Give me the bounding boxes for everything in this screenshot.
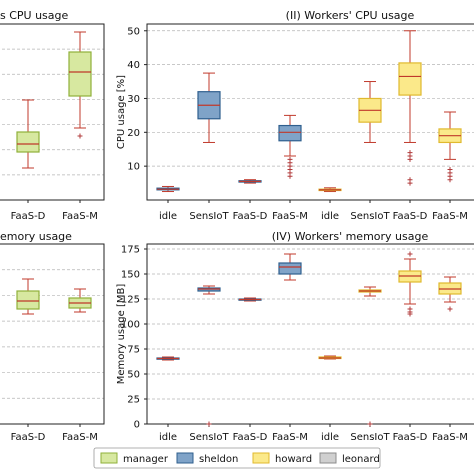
x-tick-label: SensIoT — [350, 432, 390, 443]
plot-frame — [0, 243, 105, 425]
outlier-point — [206, 421, 212, 427]
panel-title: (II) Workers' CPU usage — [286, 9, 415, 22]
legend-label: leonard — [342, 454, 380, 465]
x-tick-label: FaaS-D — [233, 432, 268, 443]
panel-title: (IV) Workers' memory usage — [272, 230, 429, 243]
chart-panel-1: s CPU usage FaaS-D FaaS-M — [0, 9, 105, 222]
outlier-point — [407, 156, 413, 162]
box-body — [16, 290, 40, 310]
box-sheldon-idle — [156, 356, 180, 361]
box-manager-faas-d — [16, 278, 40, 315]
box-manager-faas-m — [68, 288, 92, 313]
y-tick-label: 175 — [121, 245, 140, 256]
y-tick-label: 0 — [134, 420, 140, 431]
x-tick-label: idle — [321, 432, 339, 443]
panel-title: s CPU usage — [0, 9, 69, 22]
x-tick-label: SensIoT — [350, 211, 390, 222]
chart-panel-2: 10 20 30 40 50 CPU usage [%] (II) Workers' CPU… — [116, 9, 474, 222]
legend-item-sheldon: sheldon — [176, 452, 238, 465]
legend-swatch — [319, 452, 337, 464]
box-body — [16, 131, 40, 153]
x-tick-label: SensIoT — [189, 211, 229, 222]
box-body — [398, 62, 422, 96]
box-howard-sensiot — [358, 286, 382, 427]
y-tick-label: 10 — [127, 162, 140, 173]
y-axis-label: CPU usage [%] — [116, 75, 127, 149]
legend-label: manager — [123, 454, 169, 465]
legend-item-leonard: leonard — [319, 452, 380, 465]
outlier-point — [287, 173, 293, 179]
x-tick-label: FaaS-D — [11, 211, 46, 222]
y-tick-label: 50 — [127, 370, 140, 381]
legend-swatch — [176, 452, 194, 464]
y-tick-label: 125 — [121, 295, 140, 306]
box-howard-faas-m — [438, 276, 462, 312]
x-tick-label: FaaS-D — [233, 211, 268, 222]
legend-item-manager: manager — [100, 452, 169, 465]
y-tick-label: 30 — [127, 94, 140, 105]
legend-frame — [93, 447, 381, 469]
box-sheldon-sensiot — [197, 285, 221, 427]
y-tick-label: 150 — [121, 270, 140, 281]
box-howard-sensiot — [358, 81, 382, 143]
box-howard-idle — [318, 187, 342, 193]
box-howard-faas-m — [438, 111, 462, 183]
legend-item-howard: howard — [252, 452, 312, 465]
chart-panel-4: 0 25 50 75 100 125 150 175 Memory usage [MB] (IV)… — [116, 230, 474, 443]
x-tick-label: SensIoT — [189, 432, 229, 443]
outlier-point — [407, 180, 413, 186]
chart-panel-3: emory usage FaaS-D FaaS-M — [0, 230, 105, 443]
y-tick-label: 75 — [127, 345, 140, 356]
box-manager-faas-d — [16, 99, 40, 169]
legend: manager sheldon howard leonard — [93, 447, 381, 469]
x-tick-label: idle — [159, 211, 177, 222]
plot-frame — [146, 243, 474, 425]
x-tick-label: FaaS-M — [272, 211, 308, 222]
y-tick-label: 50 — [127, 26, 140, 37]
x-tick-label: FaaS-D — [11, 432, 46, 443]
plot-frame — [0, 23, 105, 201]
legend-label: howard — [275, 454, 312, 465]
y-tick-label: 25 — [127, 395, 140, 406]
y-tick-label: 40 — [127, 60, 140, 71]
box-sheldon-faas-m — [278, 253, 302, 281]
x-tick-label: FaaS-M — [432, 432, 468, 443]
y-tick-label: 20 — [127, 128, 140, 139]
x-tick-label: FaaS-M — [62, 211, 98, 222]
box-sheldon-idle — [156, 185, 180, 193]
outlier-point — [447, 306, 453, 312]
box-body — [68, 51, 92, 97]
y-tick-label: 100 — [121, 320, 140, 331]
box-manager-faas-m — [68, 31, 92, 139]
box-sheldon-sensiot — [197, 72, 221, 143]
x-tick-label: FaaS-M — [272, 432, 308, 443]
outlier-point — [407, 251, 413, 257]
x-tick-label: idle — [321, 211, 339, 222]
x-tick-label: FaaS-M — [62, 432, 98, 443]
outlier-point — [447, 177, 453, 183]
plot-frame — [146, 23, 474, 201]
box-body — [278, 124, 302, 142]
legend-swatch — [100, 452, 118, 464]
panel-title: emory usage — [0, 230, 72, 243]
outlier-point — [407, 311, 413, 317]
box-howard-faas-d — [398, 30, 422, 186]
x-tick-label: FaaS-M — [432, 211, 468, 222]
box-howard-idle — [318, 355, 342, 360]
box-body — [278, 262, 302, 275]
box-sheldon-faas-m — [278, 114, 302, 179]
legend-swatch — [252, 452, 270, 464]
x-tick-label: FaaS-D — [393, 432, 428, 443]
outlier-point — [77, 133, 83, 139]
y-axis-label: Memory usage [MB] — [116, 284, 127, 385]
outlier-point — [367, 421, 373, 427]
box-sheldon-faas-d — [238, 179, 262, 184]
box-sheldon-faas-d — [238, 297, 262, 302]
legend-label: sheldon — [199, 454, 238, 465]
x-tick-label: FaaS-D — [393, 211, 428, 222]
box-howard-faas-d — [398, 251, 422, 317]
x-tick-label: idle — [159, 432, 177, 443]
